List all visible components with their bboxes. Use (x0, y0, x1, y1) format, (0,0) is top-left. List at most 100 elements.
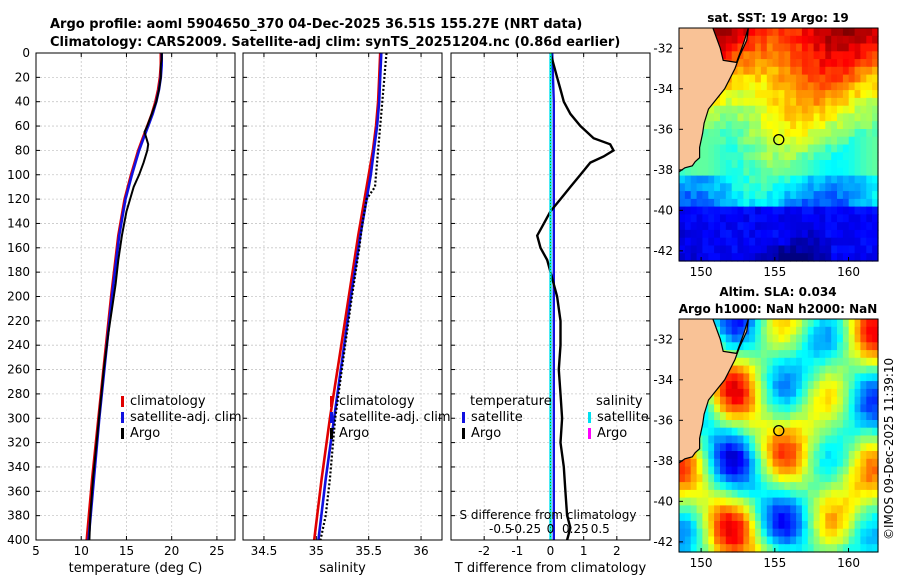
map-cell (778, 160, 785, 169)
map-cell (731, 214, 739, 223)
map-cell (796, 458, 803, 468)
map-cell (766, 222, 774, 231)
map-cell (743, 427, 750, 437)
map-cell (872, 152, 879, 161)
map-cell (737, 497, 744, 506)
map-cell (872, 365, 879, 374)
map-cell (813, 365, 821, 374)
map-cell (819, 160, 826, 169)
map-cell (854, 319, 862, 328)
map-cell (848, 396, 856, 406)
map-cell (790, 160, 797, 169)
map-cell (778, 90, 785, 99)
map-cell (872, 505, 879, 514)
map-cell (784, 152, 791, 161)
map-cell (684, 520, 692, 530)
map-cell (778, 326, 785, 336)
map-cell (778, 388, 785, 398)
map-cell (784, 59, 791, 68)
map-cell (866, 435, 873, 444)
map-cell (813, 396, 821, 406)
map-cell (790, 396, 797, 406)
map-cell (702, 245, 709, 254)
map-cell (760, 144, 768, 153)
map-cell (725, 237, 733, 247)
map-cell (702, 520, 709, 530)
map-cell (872, 105, 879, 115)
map-cell (784, 489, 791, 499)
map-cell (807, 474, 815, 483)
map-cell (807, 90, 815, 99)
map-cell (801, 82, 809, 91)
map-cell (790, 489, 797, 499)
map-cell (766, 136, 774, 146)
map-cell (848, 222, 856, 231)
map-cell (696, 237, 704, 247)
map-cell (772, 381, 780, 390)
map-cell (860, 136, 867, 146)
map-cell (714, 427, 721, 437)
map-cell (819, 396, 826, 406)
map-cell (796, 113, 803, 122)
map-cell (848, 326, 856, 336)
map-cell (731, 536, 739, 545)
map-cell (731, 528, 739, 538)
map-cell (766, 82, 774, 91)
map-cell (790, 505, 797, 514)
map-cell (679, 253, 686, 262)
map-cell (848, 536, 856, 545)
map-cell (778, 404, 785, 413)
map-cell (801, 350, 809, 359)
map-cell (760, 466, 768, 475)
x-tick-label: 155 (763, 556, 786, 570)
map-cell (825, 198, 832, 208)
map-cell (842, 245, 850, 254)
map-cell (866, 381, 873, 390)
map-cell (702, 443, 709, 452)
x-tick-label: 150 (690, 265, 713, 279)
map-cell (807, 544, 815, 553)
map-cell (714, 482, 721, 491)
map-cell (813, 497, 821, 506)
map-cell (860, 144, 867, 153)
map-cell (714, 388, 721, 398)
map-cell (690, 513, 698, 522)
map-cell (790, 412, 797, 421)
map-cell (784, 420, 791, 429)
map-cell (772, 28, 780, 37)
map-cell (860, 253, 867, 262)
map-cell (860, 451, 867, 460)
map-cell (743, 59, 750, 68)
map-cell (778, 319, 785, 328)
map-cell (854, 536, 862, 545)
map-cell (720, 214, 727, 223)
map-cell (807, 427, 815, 437)
map-cell (848, 206, 856, 215)
map-cell (837, 365, 844, 374)
map-cell (696, 198, 704, 208)
map-cell (854, 365, 862, 374)
map-cell (819, 489, 826, 499)
series-t-argo (535, 52, 616, 541)
map-cell (749, 253, 756, 262)
map-cell (766, 229, 774, 239)
map-cell (825, 229, 832, 239)
map-cell (772, 528, 780, 538)
map-cell (725, 121, 733, 130)
map-cell (796, 404, 803, 413)
map-cell (679, 214, 686, 223)
map-cell (772, 466, 780, 475)
map-cell (690, 237, 698, 247)
map-cell (760, 160, 768, 169)
map-cell (696, 214, 704, 223)
map-cell (842, 74, 850, 83)
map-cell (778, 167, 785, 177)
map-cell (831, 97, 838, 107)
map-cell (837, 43, 844, 52)
map-cell (743, 136, 750, 146)
map-cell (743, 245, 750, 254)
map-cell (872, 528, 879, 538)
map-cell (743, 505, 750, 514)
map-cell (731, 152, 739, 161)
map-cell (825, 90, 832, 99)
